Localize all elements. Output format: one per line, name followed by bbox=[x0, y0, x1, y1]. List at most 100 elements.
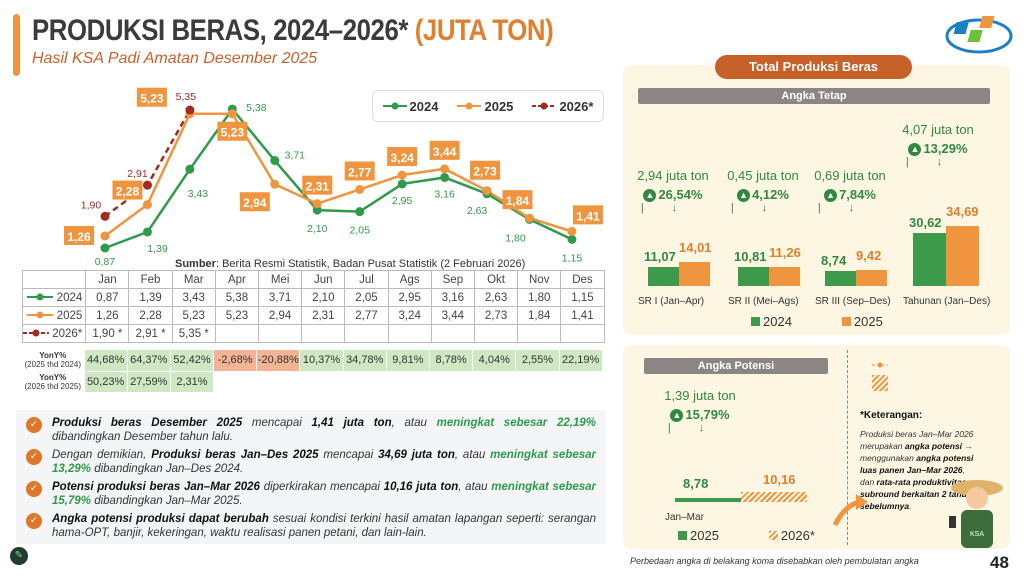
change-percent: ▲ 13,29% bbox=[883, 141, 993, 157]
data-point-2025 bbox=[100, 231, 110, 241]
table-row: 2025 1,26 2,28 5,23 5,23 2,94 2,31 2,77 3,24 3,44… bbox=[21, 306, 605, 325]
bar-2025 bbox=[856, 269, 887, 286]
angka-tetap-chart: 2,94 juta ton ▲ 26,54% |↓ 11,07 14,01 SR I (Ja… bbox=[623, 110, 1010, 335]
data-label-2025: 1,84 bbox=[506, 194, 530, 208]
change-amount: 0,69 juta ton bbox=[814, 168, 886, 183]
change-percent: ▲ 4,12% bbox=[708, 187, 818, 203]
data-label-2024: 2,63 bbox=[467, 205, 488, 217]
table-row: 2026* 1,90 * 2,91 * 5,35 * bbox=[21, 324, 605, 343]
svg-text:KSA: KSA bbox=[970, 531, 984, 538]
table-cell: 5,38 bbox=[214, 288, 260, 307]
data-label-2025: 1,41 bbox=[576, 209, 600, 223]
table-cell: 2,94 bbox=[258, 306, 303, 325]
angka-potensi-chart: 1,39 juta ton ▲ 15,79% |↓ 8,78 10,16 Jan–Mar 20… bbox=[623, 380, 843, 550]
data-label-2024: 2,05 bbox=[349, 225, 370, 237]
month-header: Ags bbox=[387, 270, 432, 289]
yoy-cell: 22,19% bbox=[559, 350, 603, 372]
angka-potensi-panel bbox=[623, 345, 1010, 549]
yoy-cell: 8,78% bbox=[429, 350, 474, 372]
data-label-box bbox=[217, 121, 248, 141]
change-percent: ▲ 15,79% bbox=[645, 407, 755, 423]
page-subtitle: Hasil KSA Padi Amatan Desember 2025 bbox=[32, 50, 318, 67]
bar-value-2025: 8,78 bbox=[683, 476, 709, 491]
change-summary: 2,94 juta ton ▲ 26,54% |↓ bbox=[618, 168, 728, 214]
bullet-item: ✓ Produksi beras Desember 2025 mencapai 1… bbox=[26, 416, 596, 444]
up-arrow-icon: ▲ bbox=[737, 189, 751, 203]
data-label-2026*: 1,90 bbox=[81, 199, 102, 211]
data-point-2024 bbox=[567, 234, 577, 244]
data-label-box bbox=[239, 192, 270, 212]
change-summary: 1,39 juta ton ▲ 15,79% |↓ bbox=[645, 388, 755, 434]
change-amount: 2,94 juta ton bbox=[637, 168, 709, 183]
data-label-box bbox=[344, 161, 375, 181]
summary-bullets: ✓ Produksi beras Desember 2025 mencapai 1… bbox=[16, 410, 606, 544]
data-point-2025 bbox=[270, 179, 280, 189]
data-label-box bbox=[136, 87, 167, 107]
bar-value-2025: 34,69 bbox=[946, 203, 979, 219]
bar-2024 bbox=[648, 266, 679, 286]
yoy-cell: 4,04% bbox=[472, 350, 517, 372]
month-header: Apr bbox=[214, 270, 260, 289]
yoy-cell: -2,68% bbox=[213, 350, 258, 372]
check-icon: ✓ bbox=[26, 481, 42, 497]
arrow-markers: |↓ bbox=[730, 202, 796, 215]
table-cell: 1,84 bbox=[517, 306, 562, 325]
bar-value-2025: 14,01 bbox=[679, 239, 712, 255]
change-amount: 1,39 juta ton bbox=[664, 388, 736, 403]
bullet-item: ✓ Dengan demikian, Produksi beras Jan–Des… bbox=[26, 448, 596, 476]
row-label: 2025 bbox=[21, 306, 87, 325]
bullet-item: ✓ Potensi produksi beras Jan–Mar 2026 dip… bbox=[26, 480, 596, 508]
arrow-markers: |↓ bbox=[817, 202, 883, 215]
bullet-item: ✓ Angka potensi produksi dapat berubah se… bbox=[26, 512, 596, 540]
legend-item: 2025 bbox=[841, 314, 883, 329]
bar-value-2024: 30,62 bbox=[909, 215, 942, 231]
change-percent: ▲ 26,54% bbox=[618, 187, 728, 203]
change-amount: 0,45 juta ton bbox=[727, 168, 799, 183]
bar-value-2026*: 10,16 bbox=[763, 472, 796, 487]
data-point-2024 bbox=[355, 207, 365, 217]
month-header: Okt bbox=[473, 270, 519, 289]
yoy-cell: -20,88% bbox=[256, 350, 301, 372]
data-label-2025: 2,28 bbox=[116, 185, 140, 199]
table-cell: 3,16 bbox=[430, 288, 475, 307]
table-header: Jan Feb Mar Apr Mei Jun Jul Ags Sep Okt Nov Des bbox=[21, 270, 605, 289]
yoy-cell: 2,31% bbox=[170, 371, 215, 393]
data-label-2025: 3,44 bbox=[433, 145, 457, 159]
table-cell: 5,35 * bbox=[171, 324, 216, 343]
month-header: Jun bbox=[301, 270, 346, 289]
data-label-2025: 2,94 bbox=[243, 196, 267, 210]
data-label-2024: 0,87 bbox=[95, 256, 116, 268]
legend-2025: 2025 bbox=[457, 99, 513, 114]
bar-value-2024: 10,81 bbox=[734, 249, 767, 265]
legend-2024: 2024 bbox=[382, 99, 438, 114]
table-cell bbox=[560, 324, 605, 343]
data-point-2025 bbox=[440, 164, 450, 174]
yoy-cell: 44,68% bbox=[84, 350, 128, 372]
table-cell: 3,71 bbox=[258, 288, 303, 307]
data-table: Jan Feb Mar Apr Mei Jun Jul Ags Sep Okt Nov Des 202… bbox=[21, 270, 605, 343]
legend-item: 2026* bbox=[768, 528, 815, 543]
table-cell bbox=[430, 324, 475, 343]
note-text: Produksi beras Jan–Mar 2026 merupakan an… bbox=[860, 429, 974, 511]
title-unit: (JUTA TON) bbox=[414, 14, 554, 47]
edit-button[interactable]: ✎ bbox=[10, 547, 28, 565]
farmer-illustration: KSA bbox=[949, 480, 1003, 548]
data-point-2025 bbox=[355, 184, 365, 194]
yoy-cell: 50,23% bbox=[84, 371, 128, 393]
up-arrow-icon: ▲ bbox=[670, 409, 684, 423]
bar-2026* bbox=[741, 492, 807, 502]
data-point-2025 bbox=[142, 200, 152, 210]
bar-2024 bbox=[738, 267, 769, 286]
data-label-2024: 1,15 bbox=[562, 252, 583, 264]
title-text: PRODUKSI BERAS, 2024–2026* bbox=[32, 14, 409, 47]
data-label-2025: 3,24 bbox=[390, 151, 414, 165]
data-point-2025 bbox=[312, 199, 322, 209]
data-label-box bbox=[387, 147, 418, 167]
table-cell: 2,05 bbox=[344, 288, 389, 307]
data-label-2024: 3,43 bbox=[188, 188, 209, 200]
bullet-text: Potensi produksi beras Jan–Mar 2026 dipe… bbox=[52, 481, 597, 507]
bar-value-2024: 11,07 bbox=[644, 248, 676, 264]
data-point-2026* bbox=[185, 105, 195, 115]
footer-note: Perbedaan angka di belakang koma disebab… bbox=[630, 556, 919, 566]
table-cell: 3,44 bbox=[430, 306, 475, 325]
